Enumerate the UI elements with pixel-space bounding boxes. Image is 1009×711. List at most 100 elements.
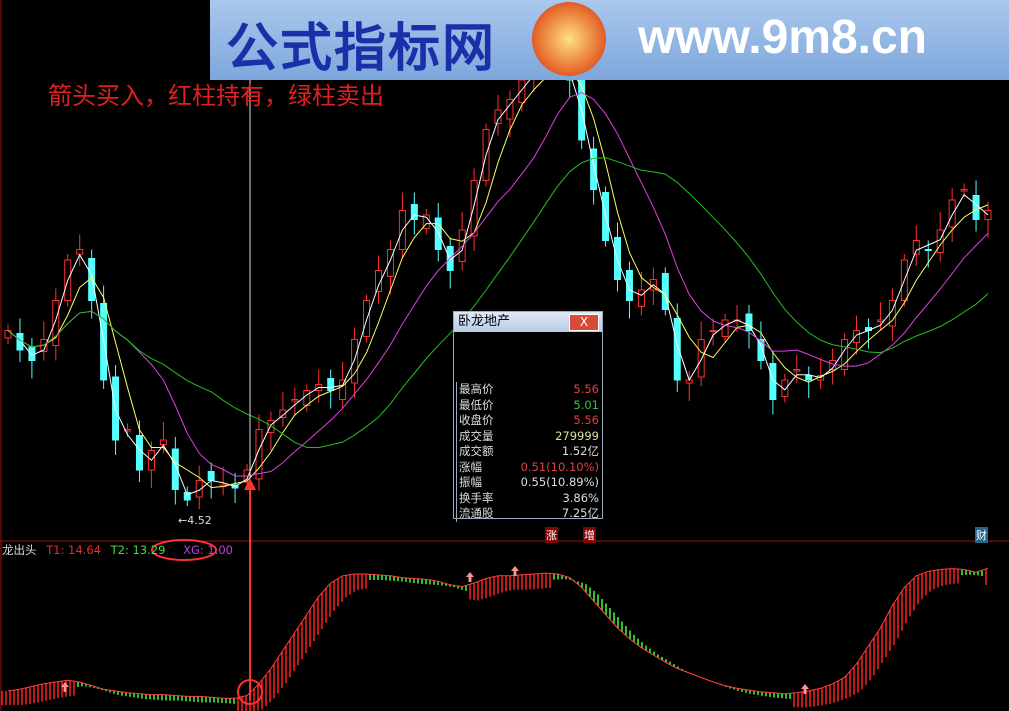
candle-body xyxy=(745,313,753,331)
quote-label: 涨幅 xyxy=(459,459,482,474)
tag-zeng[interactable]: 增 xyxy=(583,527,596,543)
candle-body xyxy=(805,375,813,381)
quote-row: 最高价 5.56 xyxy=(457,382,599,398)
candle-body xyxy=(518,79,526,103)
quote-value: 5.56 xyxy=(573,413,599,427)
quote-label: 流通股 xyxy=(459,506,494,520)
ma30-line xyxy=(7,92,989,477)
candle-body xyxy=(279,409,287,418)
candle-body xyxy=(912,240,920,255)
xg-highlight-ellipse xyxy=(151,539,217,561)
candle-body xyxy=(625,270,633,301)
t1-value: T1: 14.64 xyxy=(46,543,101,557)
candle-body xyxy=(590,148,598,190)
quote-row: 最低价 5.01 xyxy=(457,398,599,414)
quote-label: 收盘价 xyxy=(459,413,494,427)
candle-body xyxy=(159,439,167,445)
quote-popup: 卧龙地产 X 最高价 5.56 最低价 5.01 收盘价 5.56 成交量 279999 成交额… xyxy=(453,311,603,522)
site-url: www.9m8.cn xyxy=(638,11,927,64)
quote-label: 最高价 xyxy=(459,382,494,396)
candle-body xyxy=(171,448,179,490)
quote-value: 7.25亿 xyxy=(561,506,599,520)
candle-body xyxy=(769,363,777,400)
quote-row: 收盘价 5.56 xyxy=(457,413,599,429)
buy-arrow-icon xyxy=(466,572,474,582)
quote-label: 换手率 xyxy=(459,490,494,505)
candle-body xyxy=(853,330,861,343)
indicator-name: 龙出头 xyxy=(2,543,37,557)
quote-row: 流通股 7.25亿 xyxy=(457,506,599,522)
candle-body xyxy=(207,471,215,481)
quote-row: 振幅 0.55(10.89%) xyxy=(457,475,599,491)
candle-body xyxy=(183,492,191,501)
candle-body xyxy=(386,249,394,277)
strategy-tip: 箭头买入，红柱持有，绿柱卖出 xyxy=(48,82,384,110)
candle-body xyxy=(924,249,932,251)
candle-body xyxy=(267,420,275,433)
tag-zhang[interactable]: 涨 xyxy=(545,527,558,543)
quote-value: 3.86% xyxy=(562,490,599,505)
candle-body xyxy=(255,429,263,480)
buy-arrow-icon xyxy=(61,682,69,692)
quote-rows: 最高价 5.56 最低价 5.01 收盘价 5.56 成交量 279999 成交额 1.52亿涨幅… xyxy=(456,382,599,522)
quote-value: 0.51(10.10%) xyxy=(520,459,599,474)
candle-body xyxy=(291,399,299,402)
candle-body xyxy=(936,229,944,253)
buy-arrow-icon xyxy=(801,684,809,694)
candle-body xyxy=(793,369,801,372)
candle-body xyxy=(673,318,681,381)
candle-body xyxy=(960,189,968,192)
buy-arrow-icon xyxy=(244,478,256,490)
candle-body xyxy=(410,204,418,220)
quote-label: 最低价 xyxy=(459,397,494,412)
ma60-line xyxy=(7,157,989,449)
candle-body xyxy=(434,217,442,250)
candle-body xyxy=(76,249,84,255)
quote-value: 5.01 xyxy=(573,397,599,412)
candle-body xyxy=(339,379,347,400)
site-name: 公式指标网 xyxy=(226,19,497,79)
candle-body xyxy=(757,339,765,361)
candle-body xyxy=(124,429,132,432)
t1-line xyxy=(7,567,989,699)
ma10-line xyxy=(7,68,989,489)
quote-row: 成交量 279999 xyxy=(457,429,599,445)
candle-body xyxy=(697,339,705,378)
quote-value: 279999 xyxy=(555,428,599,443)
site-banner: 公式指标网 www.9m8.cn xyxy=(210,0,1009,80)
candle-body xyxy=(948,199,956,228)
tag-cai[interactable]: 财 xyxy=(975,527,988,543)
candle-body xyxy=(52,300,60,346)
quote-value: 0.55(10.89%) xyxy=(520,475,599,489)
t2-value: T2: 13.29 xyxy=(110,543,166,557)
candle-body xyxy=(327,378,335,391)
low-price-label: ←4.52 xyxy=(178,514,212,527)
candle-body xyxy=(709,330,717,332)
candle-body xyxy=(470,180,478,237)
candle-body xyxy=(721,319,729,337)
candle-body xyxy=(876,319,884,322)
quote-value: 5.56 xyxy=(573,382,599,396)
quote-row: 换手率 3.86% xyxy=(457,491,599,507)
quote-label: 成交量 xyxy=(459,428,494,443)
site-logo xyxy=(532,2,606,76)
candle-body xyxy=(135,435,143,471)
quote-row: 涨幅 0.51(10.10%) xyxy=(457,460,599,476)
buy-arrow-icon xyxy=(511,566,519,576)
buy-signal-circle xyxy=(237,679,263,705)
quote-value: 1.52亿 xyxy=(561,444,599,458)
candle-body xyxy=(374,270,382,292)
candle-body xyxy=(637,289,645,307)
xg-value: XG: 1.00 xyxy=(183,543,233,557)
candle-body xyxy=(972,195,980,220)
candle-body xyxy=(351,339,359,384)
quote-row: 成交额 1.52亿 xyxy=(457,444,599,460)
popup-title: 卧龙地产 xyxy=(454,312,602,332)
close-button[interactable]: X xyxy=(569,314,599,331)
candle-body xyxy=(28,346,36,361)
candle-body xyxy=(195,480,203,498)
quote-label: 振幅 xyxy=(459,475,482,489)
candle-body xyxy=(781,379,789,397)
quote-label: 成交额 xyxy=(459,444,494,458)
